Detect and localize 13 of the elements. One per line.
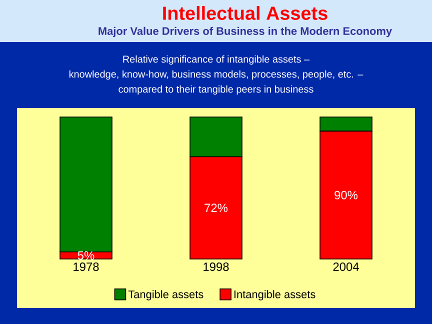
x-tick-label: 1998	[204, 262, 229, 271]
data-label: 90%	[334, 190, 358, 200]
text: knowledge, know-how, business models, processes, people, etc. –	[69, 70, 364, 80]
data-label: 5%	[78, 251, 94, 260]
chart-subtitle: Major Value Drivers of Business in the Modern Economy	[98, 26, 392, 38]
data-label: 72%	[204, 204, 228, 212]
legend-label: Tangible assets	[128, 290, 204, 300]
x-tick-label: 1978	[74, 262, 99, 271]
legend-label: Intangible assets	[234, 290, 316, 300]
x-tick-label: 2004	[333, 262, 359, 271]
text: compared to their tangible peers in business	[118, 85, 314, 95]
text: Relative significance of intangible assets –	[123, 55, 310, 65]
chart-title: Intellectual Assets	[163, 6, 328, 20]
